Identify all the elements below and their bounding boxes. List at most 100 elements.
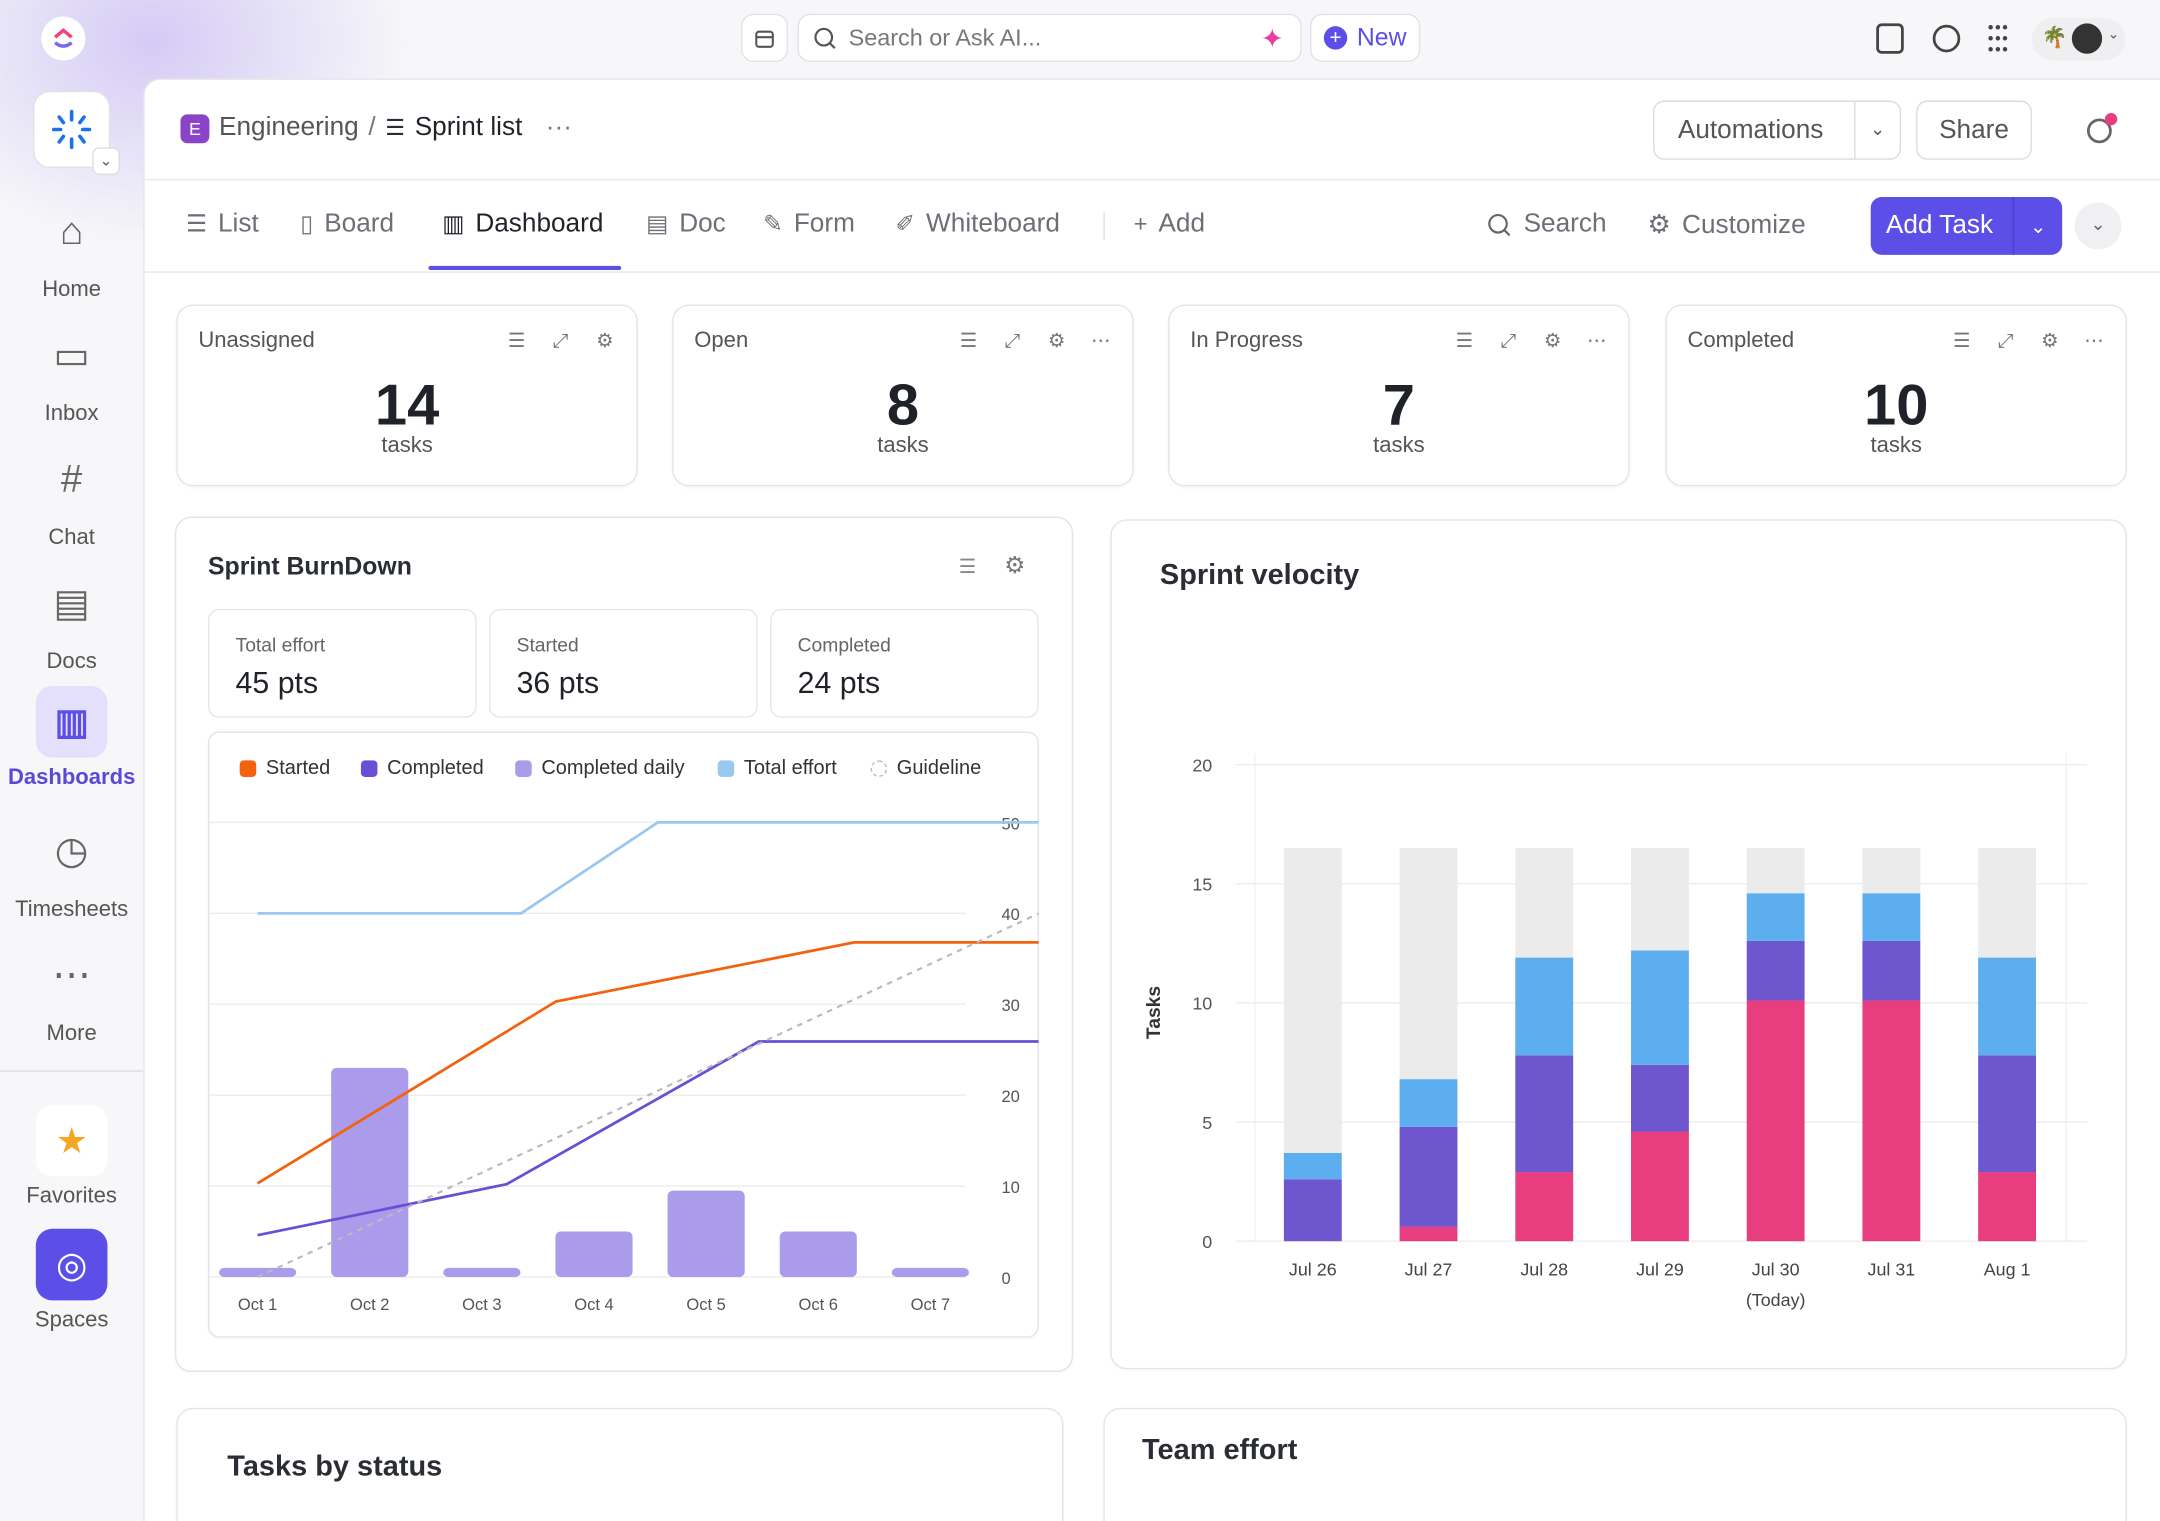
- expand-icon[interactable]: ⤢: [1997, 329, 2014, 352]
- gear-icon[interactable]: ⚙: [1543, 329, 1562, 352]
- ai-sparkle-icon[interactable]: ✦: [1260, 24, 1284, 56]
- share-button[interactable]: Share: [1916, 100, 2032, 160]
- bar-segment: [1746, 1000, 1805, 1242]
- legend-item[interactable]: Completed: [360, 757, 484, 780]
- search-icon: [814, 27, 836, 49]
- plus-circle-icon: +: [1323, 26, 1348, 50]
- sidebar-item-docs[interactable]: ▤ Docs: [0, 576, 143, 675]
- breadcrumb-space[interactable]: Engineering: [219, 112, 359, 142]
- gear-icon[interactable]: ⚙: [596, 329, 614, 352]
- line-completed: [257, 1040, 1039, 1237]
- stat-unit: tasks: [877, 433, 929, 458]
- tab-whiteboard[interactable]: ✐ Whiteboard: [895, 209, 1060, 239]
- y-tick-label: 30: [1001, 996, 1019, 1015]
- bar-segment: [1515, 957, 1574, 1056]
- tab-board[interactable]: ▯ Board: [300, 209, 394, 239]
- legend-item[interactable]: Started: [239, 758, 330, 780]
- list-icon: ☰: [385, 117, 406, 141]
- notepad-icon[interactable]: [1876, 23, 1904, 54]
- chat-notification-icon[interactable]: [2086, 118, 2112, 144]
- tab-icon: ✐: [895, 210, 916, 237]
- workspace-switcher[interactable]: ⌄: [33, 90, 120, 175]
- sidebar-item-inbox[interactable]: ▭ Inbox: [0, 328, 143, 427]
- more-options-icon[interactable]: ⋯: [2084, 329, 2104, 352]
- search-button[interactable]: Search: [1486, 209, 1607, 239]
- collapse-toggle[interactable]: ⌄: [2074, 202, 2122, 250]
- tab-icon: ▥: [442, 210, 465, 237]
- doc-icon: ▤: [53, 581, 90, 625]
- legend-label: Completed: [387, 757, 484, 780]
- x-tick-note: (Today): [1746, 1290, 1806, 1310]
- sidebar-item-more[interactable]: ⋯ More: [0, 948, 143, 1047]
- more-options-icon[interactable]: ···: [545, 112, 572, 142]
- tab-dashboard[interactable]: ▥ Dashboard: [442, 209, 603, 239]
- bar-segment: [1399, 1126, 1458, 1227]
- breadcrumb-separator: /: [368, 112, 376, 142]
- filter-icon[interactable]: ☰: [1455, 329, 1473, 352]
- bar-segment: [1746, 940, 1805, 1001]
- expand-icon[interactable]: ⤢: [1500, 329, 1517, 352]
- sidebar-item-dashboards[interactable]: ▥ Dashboards: [0, 686, 143, 791]
- legend-swatch: [870, 760, 888, 777]
- legend-item[interactable]: Completed daily: [515, 758, 685, 780]
- sidebar-item-home[interactable]: ⌂ Home: [0, 204, 143, 303]
- gear-icon[interactable]: ⚙: [1004, 552, 1026, 579]
- tab-list[interactable]: ☰ List: [186, 209, 259, 239]
- filter-icon[interactable]: ☰: [959, 329, 978, 352]
- chevron-down-icon[interactable]: ⌄: [92, 147, 120, 175]
- sidebar-item-label: More: [46, 1022, 97, 1046]
- breadcrumb-list[interactable]: Sprint list: [414, 112, 523, 142]
- stat-card-in-progress: In Progress ☰ ⤢ ⚙ ⋯ 7 tasks: [1168, 304, 1630, 487]
- more-icon: ⋯: [52, 953, 91, 996]
- tab-form[interactable]: ✎ Form: [763, 209, 855, 239]
- filter-icon[interactable]: ☰: [1952, 329, 1971, 352]
- filter-icon[interactable]: ☰: [958, 555, 977, 578]
- tab-label: Dashboard: [475, 209, 604, 239]
- new-button[interactable]: + New: [1310, 13, 1421, 62]
- workspace-icon: [51, 109, 92, 150]
- calendar-button[interactable]: [741, 13, 788, 62]
- sidebar-item-spaces[interactable]: ◎ Spaces: [0, 1228, 143, 1334]
- filter-icon[interactable]: ☰: [507, 329, 526, 352]
- team-effort-card: [1103, 1407, 2127, 1521]
- more-options-icon[interactable]: ⋯: [1586, 329, 1607, 352]
- active-tab-indicator: [428, 265, 622, 270]
- automations-button[interactable]: Automations ⌄: [1653, 100, 1902, 160]
- sidebar-item-label: Home: [42, 278, 102, 302]
- app-logo[interactable]: [41, 16, 86, 61]
- tasks-by-status-title: Tasks by status: [227, 1450, 443, 1483]
- apps-grid-icon[interactable]: ••• ••• •••: [1987, 17, 2010, 60]
- legend-swatch: [360, 760, 378, 777]
- tab-add[interactable]: + Add: [1134, 209, 1205, 239]
- legend-item[interactable]: Guideline: [870, 758, 981, 780]
- sprint-velocity-card: [1110, 519, 2127, 1370]
- sidebar-item-chat[interactable]: # Chat: [0, 452, 143, 551]
- customize-button[interactable]: ⚙ Customize: [1648, 209, 1806, 241]
- bar-segment: [1515, 1172, 1574, 1242]
- expand-icon[interactable]: ⤢: [1004, 329, 1021, 352]
- tab-doc[interactable]: ▤ Doc: [646, 209, 726, 239]
- sidebar-item-timesheets[interactable]: ◷ Timesheets: [0, 824, 143, 923]
- search-input[interactable]: Search or Ask AI... ✦: [797, 13, 1302, 62]
- summary-total-effort: Total effort 45 pts: [208, 608, 477, 718]
- legend-swatch: [515, 760, 532, 777]
- automations-dropdown[interactable]: ⌄: [1854, 101, 1899, 159]
- user-menu[interactable]: 🌴 ⌄: [2031, 17, 2126, 61]
- y-tick-label: 0: [1001, 1269, 1010, 1288]
- sidebar-item-favorites[interactable]: ★ Favorites: [0, 1104, 143, 1210]
- stat-title: In Progress: [1190, 329, 1303, 353]
- expand-icon[interactable]: ⤢: [552, 329, 569, 352]
- bar-completed-daily: [667, 1190, 745, 1277]
- timer-icon[interactable]: [1932, 24, 1961, 53]
- add-task-dropdown[interactable]: ⌄: [2012, 196, 2063, 255]
- legend-swatch: [239, 760, 257, 777]
- add-task-button[interactable]: Add Task ⌄: [1870, 196, 2063, 255]
- gear-icon[interactable]: ⚙: [2041, 329, 2059, 352]
- sidebar-item-label: Spaces: [34, 1308, 109, 1333]
- gear-icon[interactable]: ⚙: [1047, 329, 1066, 352]
- more-options-icon[interactable]: ⋯: [1091, 329, 1111, 352]
- stat-unit: tasks: [1373, 433, 1425, 458]
- legend-item[interactable]: Total effort: [717, 758, 837, 780]
- status-emoji-icon: 🌴: [2041, 26, 2068, 50]
